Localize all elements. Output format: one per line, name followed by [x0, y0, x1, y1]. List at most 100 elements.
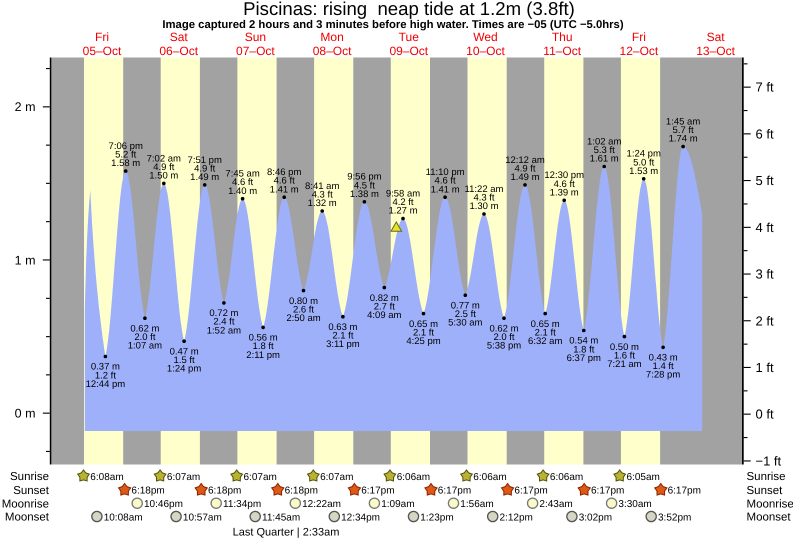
- svg-text:Tue: Tue: [399, 30, 420, 44]
- svg-text:12:34pm: 12:34pm: [341, 512, 380, 523]
- svg-text:3:30am: 3:30am: [618, 499, 651, 510]
- svg-text:Fri: Fri: [632, 30, 646, 44]
- svg-text:6:07am: 6:07am: [167, 472, 200, 483]
- svg-text:Moonset: Moonset: [5, 512, 50, 524]
- svg-text:6 ft: 6 ft: [756, 126, 774, 141]
- svg-text:11:34pm: 11:34pm: [223, 499, 261, 510]
- svg-text:10–Oct: 10–Oct: [466, 44, 505, 58]
- svg-text:09–Oct: 09–Oct: [389, 44, 428, 58]
- svg-text:1 m: 1 m: [15, 253, 36, 267]
- svg-text:2:12pm: 2:12pm: [500, 512, 533, 523]
- svg-text:11–Oct: 11–Oct: [543, 44, 581, 58]
- svg-text:6:17pm: 6:17pm: [514, 486, 547, 497]
- svg-text:08–Oct: 08–Oct: [313, 44, 352, 58]
- svg-text:1.39 m: 1.39 m: [550, 187, 579, 198]
- svg-text:Sat: Sat: [170, 30, 189, 44]
- svg-text:6:07am: 6:07am: [320, 472, 353, 483]
- svg-text:1.74 m: 1.74 m: [669, 134, 698, 145]
- svg-text:3 ft: 3 ft: [756, 267, 774, 282]
- svg-text:6:17pm: 6:17pm: [668, 486, 701, 497]
- svg-text:1.49 m: 1.49 m: [510, 172, 539, 183]
- svg-text:6:08am: 6:08am: [90, 472, 123, 483]
- svg-text:Moonrise: Moonrise: [747, 498, 793, 510]
- svg-text:1:56am: 1:56am: [460, 499, 493, 510]
- svg-text:1.41 m: 1.41 m: [431, 184, 460, 195]
- svg-text:4:25 pm: 4:25 pm: [406, 336, 440, 347]
- svg-text:1:07 am: 1:07 am: [128, 341, 162, 352]
- svg-text:1:52 am: 1:52 am: [207, 325, 241, 336]
- svg-text:13–Oct: 13–Oct: [696, 44, 735, 58]
- svg-text:0 m: 0 m: [15, 407, 36, 421]
- svg-text:Sat: Sat: [707, 30, 726, 44]
- svg-text:1.32 m: 1.32 m: [308, 198, 337, 209]
- svg-text:Sunset: Sunset: [13, 485, 50, 497]
- svg-text:Piscinas: rising neap tide at: Piscinas: rising neap tide at 1.2m (3.8f…: [243, 0, 575, 19]
- svg-text:6:17pm: 6:17pm: [591, 486, 624, 497]
- svg-text:1.40 m: 1.40 m: [228, 186, 257, 197]
- svg-text:1.53 m: 1.53 m: [629, 166, 658, 177]
- svg-text:12:22am: 12:22am: [302, 499, 341, 510]
- svg-text:6:18pm: 6:18pm: [208, 486, 241, 497]
- svg-text:Sun: Sun: [245, 30, 266, 44]
- svg-text:07–Oct: 07–Oct: [236, 44, 275, 58]
- svg-text:6:18pm: 6:18pm: [131, 486, 164, 497]
- svg-text:3:02pm: 3:02pm: [579, 512, 612, 523]
- svg-text:5 ft: 5 ft: [756, 173, 774, 188]
- svg-text:05–Oct: 05–Oct: [83, 44, 122, 58]
- svg-text:−1 ft: −1 ft: [756, 453, 782, 468]
- svg-text:1.49 m: 1.49 m: [190, 172, 219, 183]
- svg-text:6:07am: 6:07am: [244, 472, 277, 483]
- svg-text:11:45am: 11:45am: [262, 512, 300, 523]
- svg-text:Fri: Fri: [95, 30, 109, 44]
- svg-text:12–Oct: 12–Oct: [620, 44, 659, 58]
- svg-text:6:37 pm: 6:37 pm: [567, 353, 601, 364]
- svg-text:1.58 m: 1.58 m: [111, 158, 140, 169]
- svg-text:7:28 pm: 7:28 pm: [646, 370, 680, 381]
- svg-text:10:57am: 10:57am: [183, 512, 222, 523]
- svg-text:1.27 m: 1.27 m: [388, 206, 417, 217]
- svg-text:Moonset: Moonset: [747, 512, 792, 524]
- svg-text:1.61 m: 1.61 m: [590, 154, 619, 165]
- svg-text:0 ft: 0 ft: [756, 407, 774, 422]
- svg-text:4:09 am: 4:09 am: [367, 310, 401, 321]
- svg-text:3:52pm: 3:52pm: [658, 512, 691, 523]
- svg-text:06–Oct: 06–Oct: [159, 44, 198, 58]
- svg-text:2:11 pm: 2:11 pm: [246, 350, 280, 361]
- svg-text:6:06am: 6:06am: [397, 472, 430, 483]
- svg-text:2:50 am: 2:50 am: [286, 313, 320, 324]
- svg-text:Mon: Mon: [320, 30, 343, 44]
- svg-text:1.38 m: 1.38 m: [350, 189, 379, 200]
- svg-text:10:08am: 10:08am: [104, 512, 143, 523]
- svg-text:1:23pm: 1:23pm: [420, 512, 453, 523]
- svg-text:7 ft: 7 ft: [756, 80, 774, 95]
- svg-text:2:43am: 2:43am: [539, 499, 572, 510]
- svg-text:1.50 m: 1.50 m: [149, 171, 178, 182]
- svg-text:6:06am: 6:06am: [473, 472, 506, 483]
- svg-text:3:11 pm: 3:11 pm: [326, 339, 360, 350]
- svg-text:12:44 pm: 12:44 pm: [86, 379, 126, 390]
- svg-text:6:18pm: 6:18pm: [285, 486, 318, 497]
- svg-text:6:05am: 6:05am: [627, 472, 660, 483]
- svg-text:Sunset: Sunset: [747, 485, 784, 497]
- svg-text:1 ft: 1 ft: [756, 360, 774, 375]
- svg-text:6:17pm: 6:17pm: [438, 486, 471, 497]
- svg-text:6:06am: 6:06am: [550, 472, 583, 483]
- svg-text:Image captured 2 hours and 3 m: Image captured 2 hours and 3 minutes bef…: [162, 19, 623, 31]
- svg-text:7:21 am: 7:21 am: [607, 359, 641, 370]
- svg-text:1.41 m: 1.41 m: [270, 184, 299, 195]
- svg-text:1:24 pm: 1:24 pm: [167, 364, 201, 375]
- svg-text:5:30 am: 5:30 am: [448, 318, 482, 329]
- svg-text:6:32 am: 6:32 am: [528, 336, 562, 347]
- svg-text:Wed: Wed: [473, 30, 497, 44]
- svg-text:Last Quarter | 2:33am: Last Quarter | 2:33am: [233, 527, 340, 539]
- svg-text:1.30 m: 1.30 m: [469, 201, 498, 212]
- svg-text:Moonrise: Moonrise: [2, 498, 49, 510]
- svg-text:10:46pm: 10:46pm: [144, 499, 183, 510]
- svg-text:Sunrise: Sunrise: [747, 471, 786, 483]
- svg-text:2 m: 2 m: [15, 100, 36, 114]
- svg-text:Sunrise: Sunrise: [10, 471, 49, 483]
- svg-text:2 ft: 2 ft: [756, 313, 774, 328]
- svg-text:1:09am: 1:09am: [381, 499, 414, 510]
- svg-text:Thu: Thu: [552, 30, 573, 44]
- svg-text:5:38 pm: 5:38 pm: [487, 341, 521, 352]
